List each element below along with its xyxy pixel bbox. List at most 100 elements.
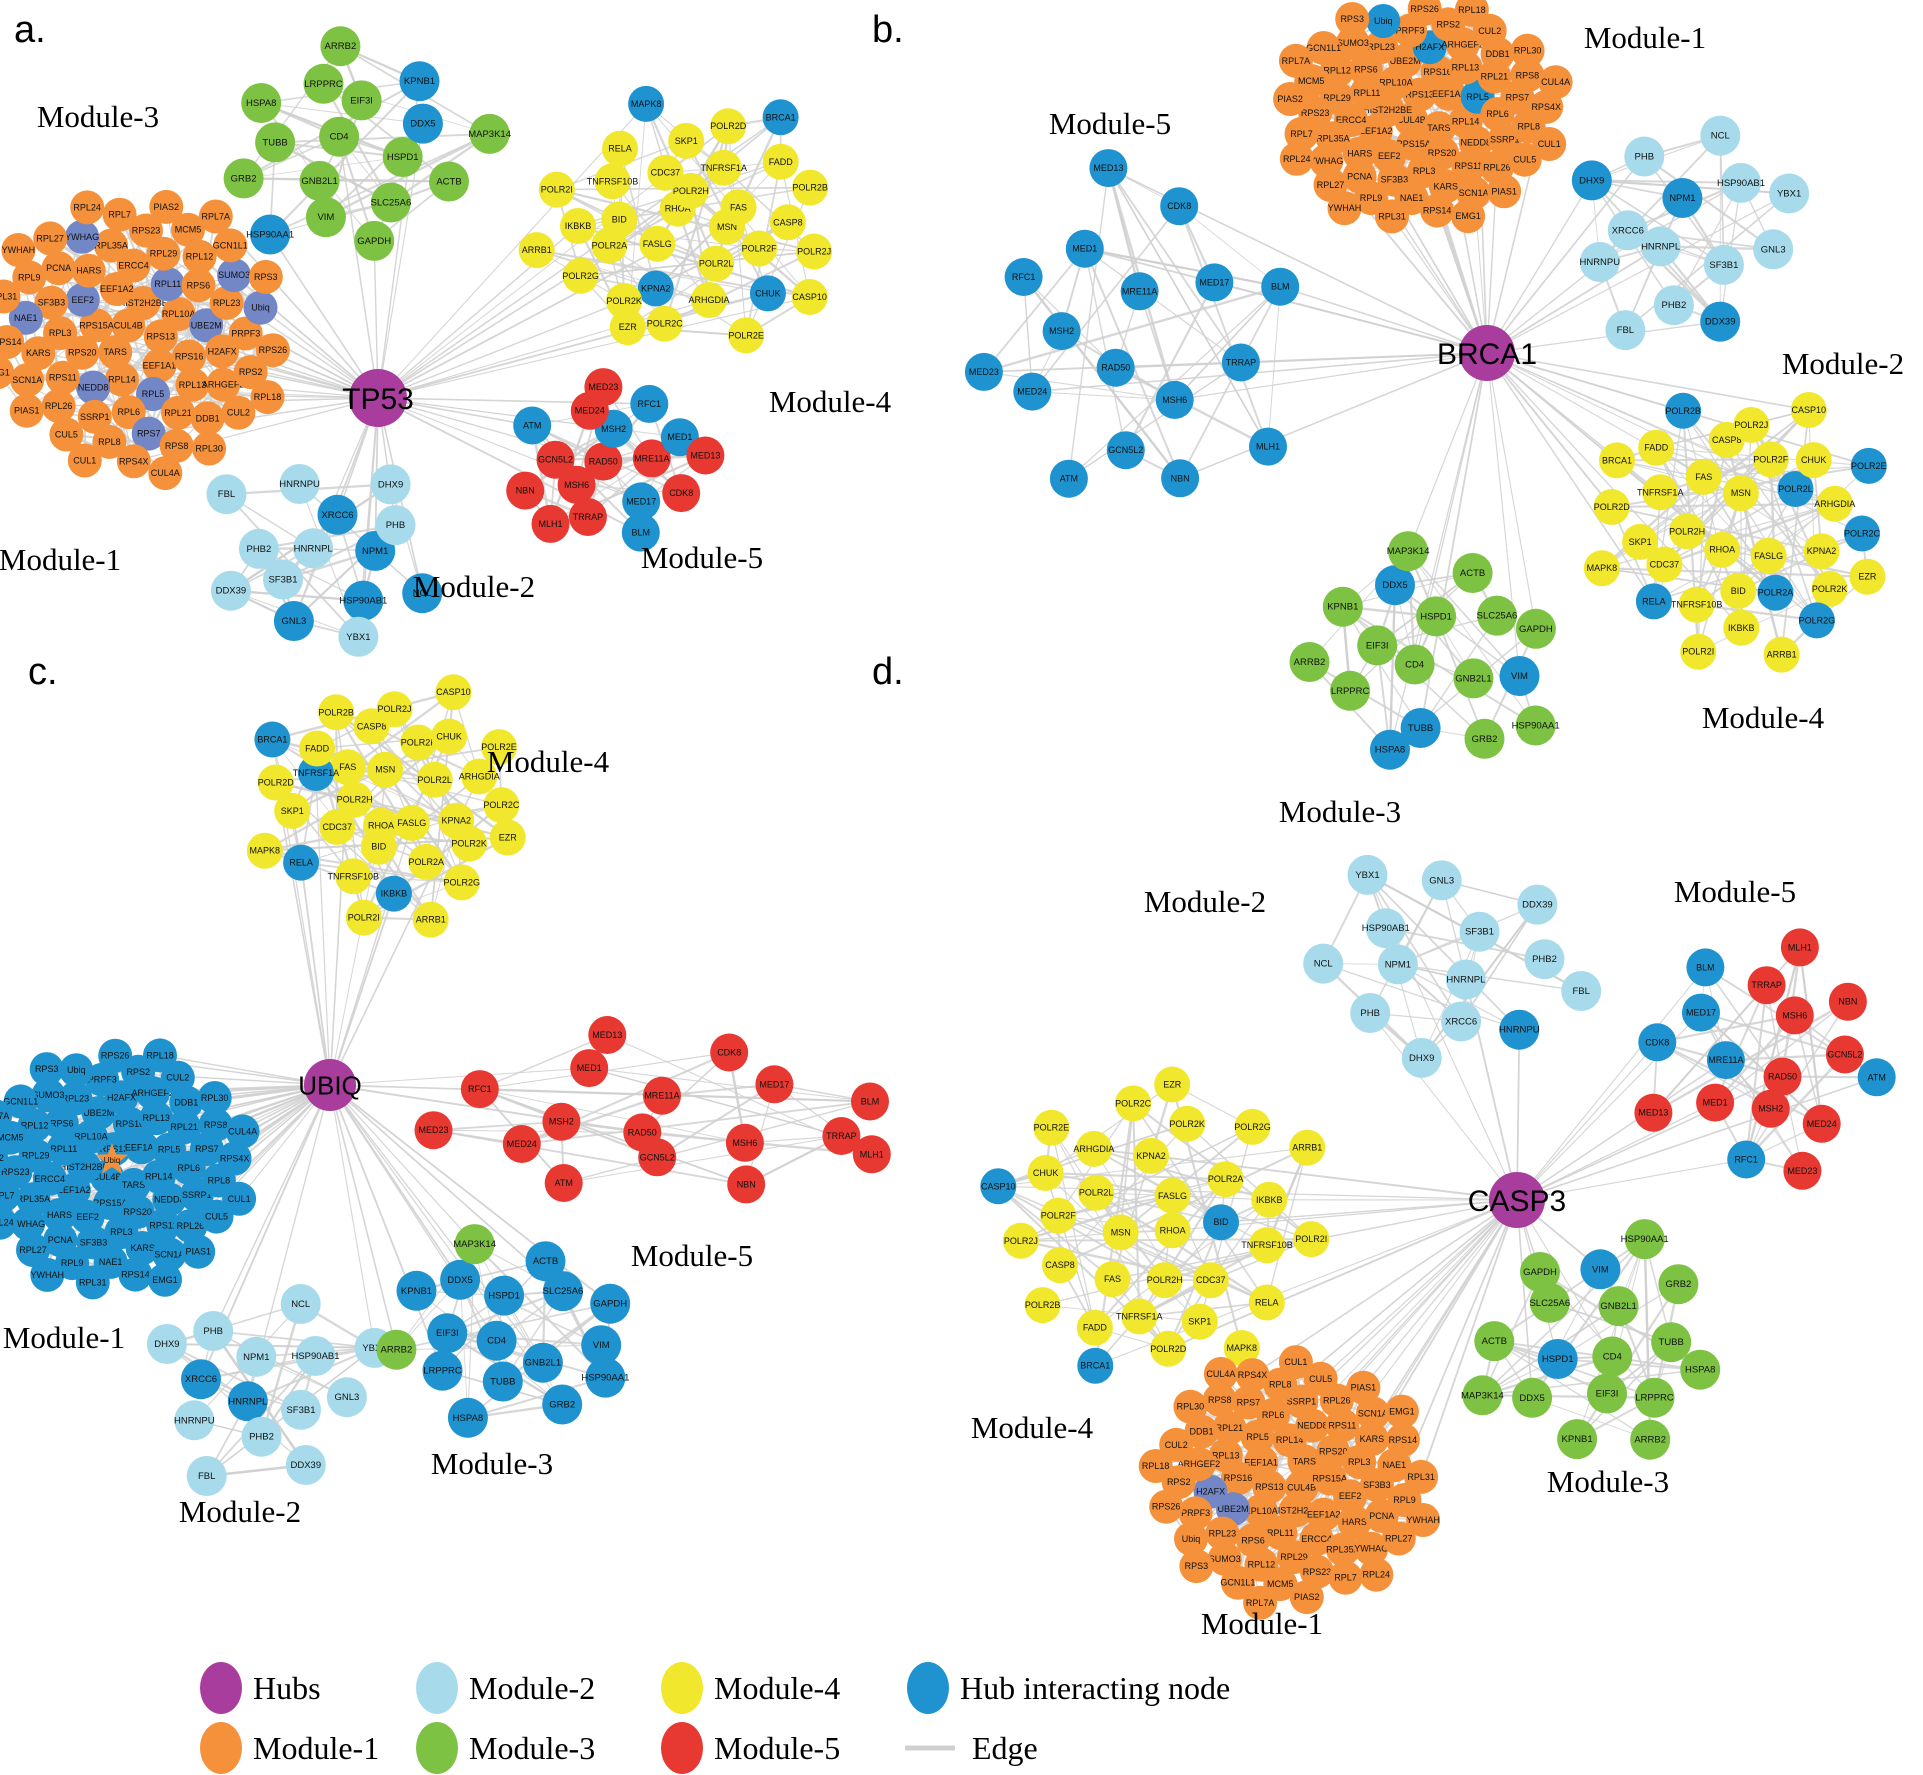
legend-label-hubs: Hubs — [253, 1670, 321, 1706]
node-label-MCM5: MCM5 — [1298, 76, 1325, 86]
node-PRPF3 — [228, 316, 263, 351]
node-label-RPS8: RPS8 — [1516, 70, 1540, 80]
node-label-H2AFX: H2AFX — [1415, 42, 1444, 52]
node-label-POLR2J: POLR2J — [797, 247, 831, 257]
module-label-UBIQ-Module-4: Module-4 — [487, 744, 610, 779]
hub-spoke-edge — [1516, 1199, 1533, 1398]
node-EZR — [489, 819, 526, 856]
node-MCM5 — [171, 212, 205, 247]
module-nodes-BRCA1-Module-5: RAD50 MRE11A MSH6 MSH2 MED17 GCN5L2 MED1 TRRAP M… — [964, 149, 1300, 498]
node-SUMO3 — [217, 258, 252, 293]
node-YWHAG — [1354, 1531, 1389, 1566]
node-label-GRB2: GRB2 — [1665, 1279, 1691, 1290]
edge — [1739, 492, 1783, 655]
node-label-RPS4X: RPS4X — [119, 456, 149, 466]
node-label-KPNA2: KPNA2 — [441, 816, 471, 826]
module-nodes-TP53-Module-3: CD4 HSPD1 GNB2L1 EIF3I SLC25A6 TUBB DDX5 VIM LRP… — [223, 26, 511, 261]
hub-spoke-edge — [1369, 1012, 1518, 1201]
node-label-PIAS2: PIAS2 — [1277, 94, 1303, 104]
node-label-CD4: CD4 — [487, 1336, 506, 1347]
node-label-RPS14: RPS14 — [1389, 1435, 1418, 1445]
edge — [1022, 276, 1033, 392]
node-label-DDB1: DDB1 — [1486, 49, 1510, 59]
node-RPS26 — [1149, 1489, 1184, 1524]
hub-node-UBIQ — [304, 1059, 356, 1111]
hub-spoke-edge — [329, 1084, 461, 1281]
node-label-CD4: CD4 — [1603, 1352, 1622, 1363]
node-label-POLR2F: POLR2F — [1753, 454, 1789, 464]
node-label-PIAS1: PIAS1 — [1491, 186, 1517, 196]
node-RPS6 — [44, 1106, 79, 1141]
node-RPS3 — [1179, 1549, 1214, 1584]
node-label-MED17: MED17 — [759, 1079, 789, 1089]
node-label-RELA: RELA — [1255, 1298, 1279, 1308]
node-label-RPL26: RPL26 — [45, 401, 73, 411]
node-HNRNPL — [1445, 959, 1486, 1000]
node-label-RPS23: RPS23 — [1, 1167, 30, 1177]
node-MSH6 — [1155, 380, 1194, 419]
node-label-ATM: ATM — [555, 1178, 573, 1188]
node-label-HSPD1: HSPD1 — [1542, 1354, 1574, 1365]
node-POLR2B — [792, 169, 829, 206]
node-RPS4X — [116, 444, 151, 479]
node-label-VIM: VIM — [1511, 671, 1528, 682]
node-label-TNFRSF10B: TNFRSF10B — [1671, 600, 1723, 610]
edge — [1068, 361, 1242, 480]
edge — [479, 1088, 746, 1144]
node-POLR2C — [1115, 1085, 1152, 1122]
node-RPL30 — [192, 431, 227, 466]
hub-label-BRCA1: BRCA1 — [1437, 338, 1537, 371]
node-NPM1 — [1377, 944, 1418, 985]
node-label-RPL11: RPL11 — [1353, 88, 1380, 98]
node-label-RPL14: RPL14 — [1276, 1435, 1304, 1445]
node-RPL18 — [250, 380, 285, 415]
node-label-POLR2E: POLR2E — [1851, 461, 1887, 471]
node-label-RPL24: RPL24 — [0, 1218, 14, 1228]
node-PHB2 — [238, 528, 279, 569]
node-label-MED17: MED17 — [1686, 1008, 1716, 1018]
node-LRPPRC — [1634, 1377, 1675, 1418]
module-nodes-BRCA1-Module-3: CD4 HSPD1 GNB2L1 EIF3I SLC25A6 TUBB DDX5 VIM LRP… — [1289, 531, 1560, 770]
node-label-RPS6: RPS6 — [1241, 1535, 1265, 1545]
hub-spoke-edge — [1032, 352, 1488, 393]
node-label-FASLG: FASLG — [1158, 1191, 1187, 1201]
edge — [983, 371, 1175, 401]
node-EMG1 — [1384, 1394, 1419, 1429]
node-HSP90AB1 — [343, 580, 384, 621]
node-label-EEF1A2: EEF1A2 — [100, 284, 134, 294]
node-BID — [1720, 572, 1757, 609]
node-POLR2B — [1665, 392, 1702, 429]
node-label-CUL2: CUL2 — [227, 408, 250, 418]
edge — [1349, 572, 1474, 692]
module-label-TP53-Module-4: Module-4 — [769, 384, 892, 419]
node-label-HARS: HARS — [1342, 1517, 1367, 1527]
node-TRRAP — [568, 498, 607, 536]
node-RHOA — [1154, 1212, 1191, 1249]
node-FAS — [720, 189, 757, 226]
node-GCN5L2 — [1106, 431, 1145, 470]
node-label-TNFRSF1A: TNFRSF1A — [1116, 1312, 1163, 1322]
edge — [1643, 155, 1774, 251]
node-label-MED24: MED24 — [507, 1139, 537, 1149]
node-label-ATM: ATM — [1060, 474, 1078, 484]
node-ARHGDIA — [461, 758, 498, 795]
node-label-RPL31: RPL31 — [1378, 211, 1406, 221]
node-label-RPL13: RPL13 — [143, 1113, 171, 1123]
node-RPS8 — [1202, 1382, 1237, 1417]
node-label-DDX5: DDX5 — [1382, 580, 1407, 591]
node-RPS3 — [1335, 2, 1370, 36]
node-label-CHUK: CHUK — [755, 288, 781, 298]
node-FASLG — [639, 225, 676, 262]
node-TARS — [1421, 111, 1456, 146]
node-label-ERCC4: ERCC4 — [118, 261, 149, 271]
node-Ubiq — [243, 290, 278, 325]
node-RPS26 — [255, 333, 290, 368]
node-MSH2 — [542, 1102, 581, 1141]
node-CASP10 — [1790, 392, 1827, 428]
node-label-ATM: ATM — [1868, 1072, 1886, 1082]
node-label-RPL31: RPL31 — [0, 292, 17, 302]
node-label-RPL23: RPL23 — [1209, 1529, 1237, 1539]
hub-spoke-edge — [1486, 352, 1684, 412]
node-EMG1 — [148, 1262, 182, 1297]
node-HNRNPU — [279, 464, 320, 504]
